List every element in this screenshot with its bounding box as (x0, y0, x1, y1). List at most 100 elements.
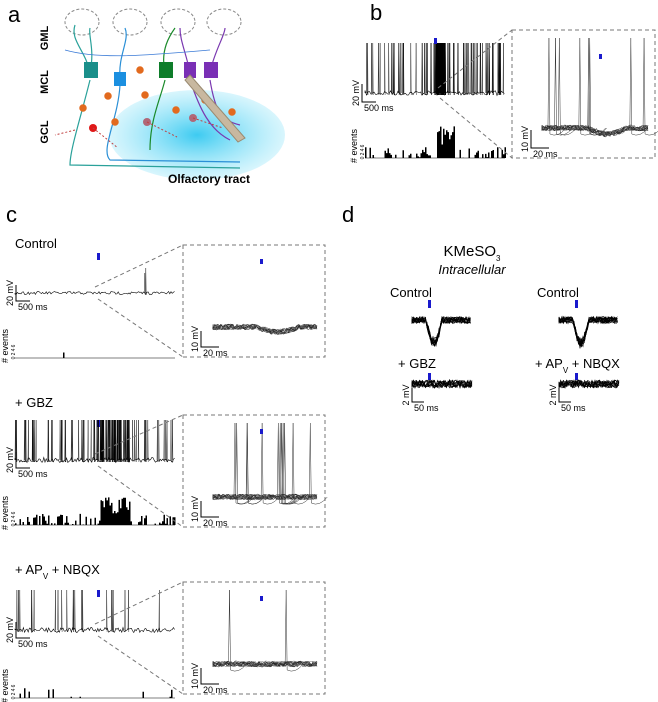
inset-trace (212, 323, 318, 335)
inset-spike (235, 422, 254, 505)
stimulus (260, 429, 263, 434)
text-part: + GBZ (15, 395, 53, 410)
scale-label: 2 mV (401, 384, 411, 405)
layer-label: GCL (39, 120, 51, 144)
inset-spike (642, 37, 658, 136)
condition-label: Control (15, 236, 57, 251)
text-part: + GBZ (398, 356, 436, 371)
histogram (15, 497, 176, 525)
scale-label: 50 ms (414, 403, 439, 413)
scale-label: 500 ms (18, 302, 48, 312)
trace (558, 316, 618, 345)
scale-label: 10 mV (190, 326, 200, 352)
scale-label: 10 mV (190, 663, 200, 689)
inset-trace (212, 323, 318, 335)
stimulus (260, 596, 263, 601)
inset-spike (283, 422, 302, 505)
scale-label: 500 ms (364, 103, 394, 113)
stimulus (434, 38, 437, 44)
text-part: + NBQX (568, 356, 620, 371)
zoom-line (437, 29, 513, 159)
scale-bar (15, 285, 30, 302)
inset-spike (291, 422, 311, 505)
scale-label: 20 mV (5, 280, 15, 306)
tick-label: 4 (11, 515, 17, 518)
text-part: + AP (15, 562, 43, 577)
tick-label: 0 (11, 523, 17, 526)
trace (411, 379, 473, 389)
inset-trace (212, 493, 318, 501)
histogram (63, 352, 65, 358)
recording: Intracellular (438, 262, 506, 277)
scale-label: 10 mV (190, 496, 200, 522)
inset-spike (629, 37, 649, 136)
inset-spike (278, 422, 298, 505)
stimulus (575, 300, 578, 308)
histogram (365, 126, 506, 158)
inset-spike (547, 37, 567, 136)
inset-spike (554, 37, 573, 136)
panel-label: d (342, 202, 354, 227)
stimulus (599, 54, 602, 59)
stimulus (428, 373, 431, 380)
inset-spike (228, 589, 247, 672)
trace (558, 379, 620, 389)
inset-spike (578, 37, 598, 136)
trace (14, 290, 175, 296)
scale-label: 500 ms (18, 639, 48, 649)
scale-bar (200, 501, 219, 518)
condition-label: + GBZ (398, 356, 436, 371)
scale-bar (200, 668, 219, 685)
inset-box (511, 29, 656, 159)
scale-label: 2 mV (548, 384, 558, 405)
tick-label: 6 (360, 144, 366, 147)
inset-trace (541, 124, 649, 137)
trace (411, 315, 471, 344)
layer-label: GML (39, 26, 51, 51)
text-part: + AP (535, 356, 563, 371)
tick-label: 6 (11, 344, 17, 347)
spikes (16, 589, 160, 633)
scale-bar (558, 388, 571, 403)
inset-spike (260, 422, 280, 505)
tick-label: 2 (360, 152, 366, 155)
spikes (144, 272, 146, 296)
tick-label: 2 (11, 519, 17, 522)
stimulus (575, 373, 578, 380)
scale-label: 20 ms (203, 348, 228, 358)
tick-label: 4 (360, 148, 366, 151)
spikes (14, 419, 174, 463)
scale-label: 500 ms (18, 469, 48, 479)
tick-label: 0 (360, 156, 366, 159)
scale-bar (361, 84, 376, 103)
tract-label: Olfactory tract (168, 172, 250, 186)
scale-bar (15, 622, 30, 639)
stimulus (97, 253, 100, 260)
text-part: + NBQX (48, 562, 100, 577)
zoom-line (94, 581, 184, 695)
scale-bar (200, 331, 219, 348)
tick-label: 6 (11, 684, 17, 687)
subscript: V (43, 572, 49, 581)
scale-label: 20 ms (203, 518, 228, 528)
inset-spike (309, 422, 328, 505)
inset-trace (212, 324, 318, 335)
tick-label: 6 (11, 511, 17, 514)
condition-label: + GBZ (15, 395, 53, 410)
scale-label: 20 mV (5, 617, 15, 643)
panel-label: c (6, 202, 17, 227)
scale-label: 20 mV (5, 447, 15, 473)
tick-label: 2 (11, 352, 17, 355)
trace (558, 379, 620, 390)
panel-label: a (8, 2, 21, 27)
panel-label: b (370, 0, 382, 25)
axis-label: # events (0, 328, 10, 363)
subscript: 3 (496, 254, 501, 263)
scale-bar (15, 452, 30, 469)
inset-trace (212, 323, 318, 335)
text-part: KMeSO (444, 243, 497, 260)
stimulus (260, 259, 263, 264)
axis-label: # events (0, 668, 10, 702)
trace (411, 379, 473, 390)
zoom-line (94, 244, 184, 358)
